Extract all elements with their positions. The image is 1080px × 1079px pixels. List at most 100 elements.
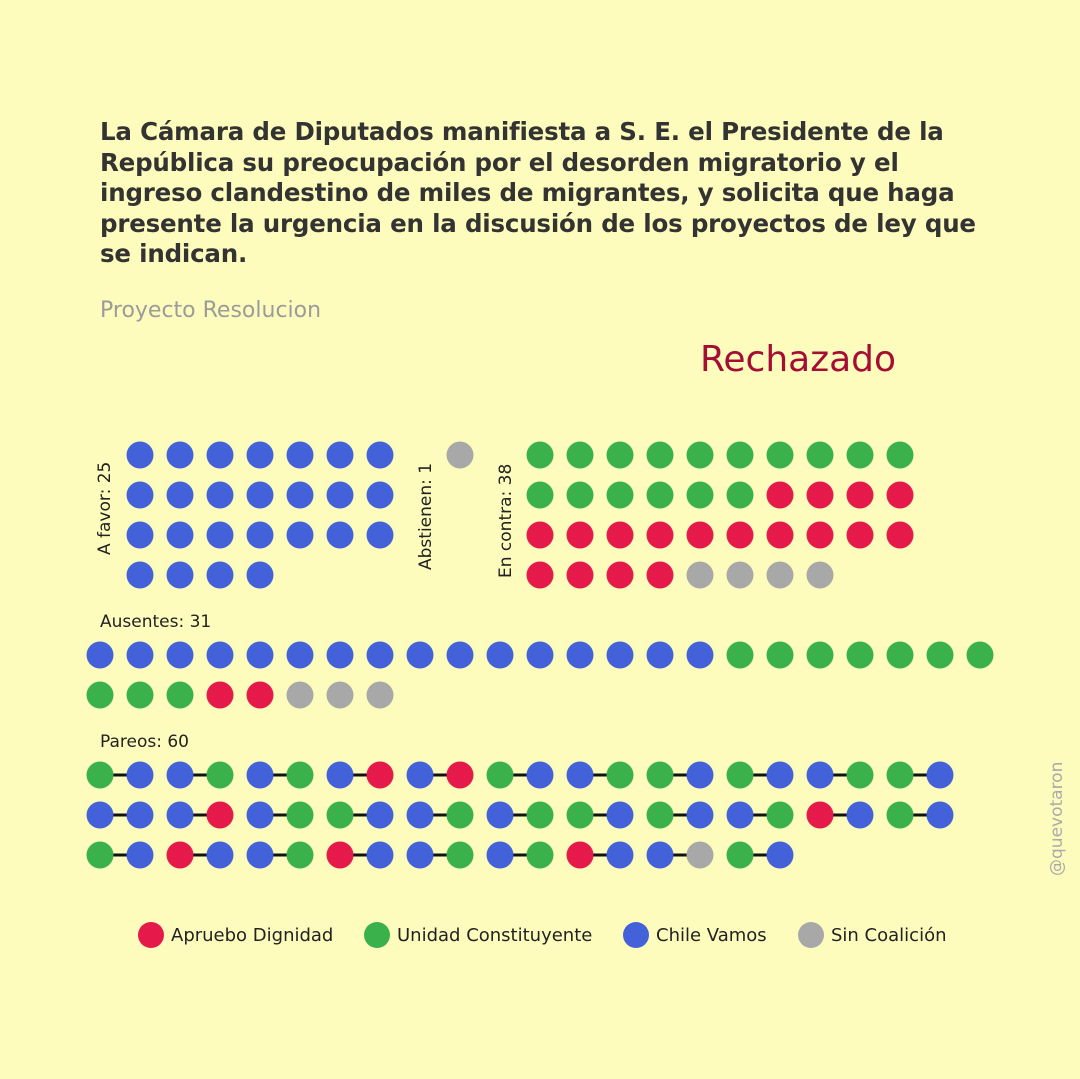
dot-ausentes-unidad-constituyente [926, 641, 954, 669]
dot-en-contra-sin-coalicion [726, 561, 754, 589]
dot-pareo-chile-vamos [646, 841, 674, 869]
dot-en-contra-apruebo-dignidad [566, 561, 594, 589]
dot-en-contra-unidad-constituyente [646, 481, 674, 509]
dot-pareo-chile-vamos [206, 841, 234, 869]
dot-pareo-apruebo-dignidad [366, 761, 394, 789]
dot-pareo-chile-vamos [526, 761, 554, 789]
dot-a-favor-chile-vamos [366, 481, 394, 509]
dot-pareo-unidad-constituyente [646, 761, 674, 789]
dot-en-contra-apruebo-dignidad [846, 481, 874, 509]
dot-ausentes-chile-vamos [206, 641, 234, 669]
dot-ausentes-chile-vamos [326, 641, 354, 669]
dot-pareo-chile-vamos [686, 801, 714, 829]
dot-en-contra-unidad-constituyente [526, 481, 554, 509]
dot-en-contra-unidad-constituyente [846, 441, 874, 469]
legend-swatch-sin-coalicion [798, 922, 824, 948]
dot-a-favor-chile-vamos [366, 441, 394, 469]
dot-en-contra-apruebo-dignidad [646, 561, 674, 589]
dot-a-favor-chile-vamos [206, 521, 234, 549]
dot-en-contra-sin-coalicion [686, 561, 714, 589]
dot-ausentes-sin-coalicion [286, 681, 314, 709]
dot-ausentes-unidad-constituyente [86, 681, 114, 709]
dot-pareo-chile-vamos [246, 801, 274, 829]
dot-a-favor-chile-vamos [166, 521, 194, 549]
dot-pareo-apruebo-dignidad [446, 761, 474, 789]
dot-pareo-chile-vamos [246, 841, 274, 869]
dot-a-favor-chile-vamos [126, 561, 154, 589]
legend-label-sin-coalicion: Sin Coalición [831, 925, 947, 946]
dot-en-contra-apruebo-dignidad [526, 561, 554, 589]
dot-ausentes-unidad-constituyente [886, 641, 914, 669]
dot-en-contra-unidad-constituyente [526, 441, 554, 469]
legend-swatch-apruebo-dignidad [138, 922, 164, 948]
dots-layer [86, 441, 994, 869]
dot-pareo-chile-vamos [366, 801, 394, 829]
dot-pareo-unidad-constituyente [726, 841, 754, 869]
dot-pareo-chile-vamos [246, 761, 274, 789]
dot-pareo-chile-vamos [606, 841, 634, 869]
dot-en-contra-apruebo-dignidad [846, 521, 874, 549]
dot-en-contra-unidad-constituyente [726, 441, 754, 469]
legend-label-apruebo-dignidad: Apruebo Dignidad [171, 925, 333, 946]
dot-a-favor-chile-vamos [246, 441, 274, 469]
dot-en-contra-unidad-constituyente [566, 481, 594, 509]
dot-pareo-chile-vamos [686, 761, 714, 789]
dot-en-contra-apruebo-dignidad [726, 521, 754, 549]
chart-subtitle: Proyecto Resolucion [100, 298, 322, 323]
dot-pareo-unidad-constituyente [86, 841, 114, 869]
dot-en-contra-apruebo-dignidad [886, 481, 914, 509]
dot-pareo-unidad-constituyente [846, 761, 874, 789]
dot-pareo-unidad-constituyente [886, 761, 914, 789]
dot-a-favor-chile-vamos [246, 561, 274, 589]
dot-pareo-apruebo-dignidad [566, 841, 594, 869]
dot-pareo-chile-vamos [726, 801, 754, 829]
dot-en-contra-apruebo-dignidad [606, 561, 634, 589]
chart-title: La Cámara de Diputados manifiesta a S. E… [100, 117, 976, 268]
dot-pareo-unidad-constituyente [486, 761, 514, 789]
dot-en-contra-apruebo-dignidad [526, 521, 554, 549]
dot-pareo-unidad-constituyente [446, 801, 474, 829]
dot-ausentes-unidad-constituyente [846, 641, 874, 669]
dot-pareo-chile-vamos [366, 841, 394, 869]
dot-en-contra-apruebo-dignidad [806, 521, 834, 549]
dot-ausentes-chile-vamos [646, 641, 674, 669]
dot-pareo-chile-vamos [166, 801, 194, 829]
dot-ausentes-chile-vamos [246, 641, 274, 669]
dot-abstienen-sin-coalicion [446, 441, 474, 469]
dot-pareo-chile-vamos [86, 801, 114, 829]
dot-ausentes-unidad-constituyente [806, 641, 834, 669]
legend-swatch-unidad-constituyente [364, 922, 390, 948]
label-a-favor: A favor: 25 [95, 462, 115, 555]
dot-pareo-unidad-constituyente [286, 841, 314, 869]
dot-ausentes-sin-coalicion [326, 681, 354, 709]
dot-pareo-unidad-constituyente [326, 801, 354, 829]
dot-pareo-chile-vamos [406, 761, 434, 789]
dot-en-contra-apruebo-dignidad [766, 481, 794, 509]
dot-ausentes-chile-vamos [566, 641, 594, 669]
dot-en-contra-unidad-constituyente [726, 481, 754, 509]
dot-pareo-sin-coalicion [686, 841, 714, 869]
dot-pareo-chile-vamos [766, 841, 794, 869]
dot-en-contra-apruebo-dignidad [566, 521, 594, 549]
dot-pareo-apruebo-dignidad [206, 801, 234, 829]
dot-en-contra-unidad-constituyente [686, 441, 714, 469]
dot-pareo-unidad-constituyente [726, 761, 754, 789]
dot-a-favor-chile-vamos [166, 561, 194, 589]
dot-a-favor-chile-vamos [126, 481, 154, 509]
dot-a-favor-chile-vamos [126, 521, 154, 549]
dot-pareo-chile-vamos [406, 801, 434, 829]
dot-ausentes-chile-vamos [446, 641, 474, 669]
dot-ausentes-chile-vamos [166, 641, 194, 669]
dot-a-favor-chile-vamos [286, 521, 314, 549]
legend-label-chile-vamos: Chile Vamos [656, 925, 767, 946]
dot-pareo-chile-vamos [566, 761, 594, 789]
dot-pareo-chile-vamos [486, 841, 514, 869]
dot-pareo-unidad-constituyente [526, 801, 554, 829]
dot-pareo-chile-vamos [126, 801, 154, 829]
dot-a-favor-chile-vamos [326, 481, 354, 509]
dot-pareo-unidad-constituyente [646, 801, 674, 829]
dot-a-favor-chile-vamos [246, 481, 274, 509]
dot-ausentes-chile-vamos [366, 641, 394, 669]
dot-en-contra-unidad-constituyente [686, 481, 714, 509]
dot-pareo-unidad-constituyente [286, 761, 314, 789]
